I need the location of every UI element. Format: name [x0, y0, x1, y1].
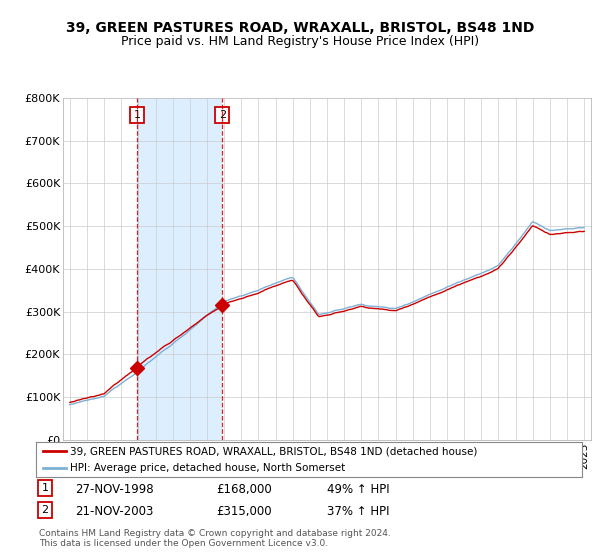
- Bar: [137, 98, 222, 440]
- Text: 37% ↑ HPI: 37% ↑ HPI: [327, 505, 389, 518]
- Text: £168,000: £168,000: [216, 483, 272, 496]
- Text: 1: 1: [41, 483, 49, 493]
- Text: 2: 2: [218, 110, 226, 120]
- Text: HPI: Average price, detached house, North Somerset: HPI: Average price, detached house, Nort…: [70, 464, 345, 473]
- Text: 21-NOV-2003: 21-NOV-2003: [75, 505, 154, 518]
- Text: 39, GREEN PASTURES ROAD, WRAXALL, BRISTOL, BS48 1ND (detached house): 39, GREEN PASTURES ROAD, WRAXALL, BRISTO…: [70, 446, 477, 456]
- Text: 2: 2: [41, 505, 49, 515]
- Text: Price paid vs. HM Land Registry's House Price Index (HPI): Price paid vs. HM Land Registry's House …: [121, 35, 479, 48]
- Text: 1: 1: [133, 110, 140, 120]
- Text: 49% ↑ HPI: 49% ↑ HPI: [327, 483, 389, 496]
- Text: Contains HM Land Registry data © Crown copyright and database right 2024.
This d: Contains HM Land Registry data © Crown c…: [39, 529, 391, 548]
- Text: 39, GREEN PASTURES ROAD, WRAXALL, BRISTOL, BS48 1ND: 39, GREEN PASTURES ROAD, WRAXALL, BRISTO…: [66, 21, 534, 35]
- Text: 27-NOV-1998: 27-NOV-1998: [75, 483, 154, 496]
- Text: £315,000: £315,000: [216, 505, 272, 518]
